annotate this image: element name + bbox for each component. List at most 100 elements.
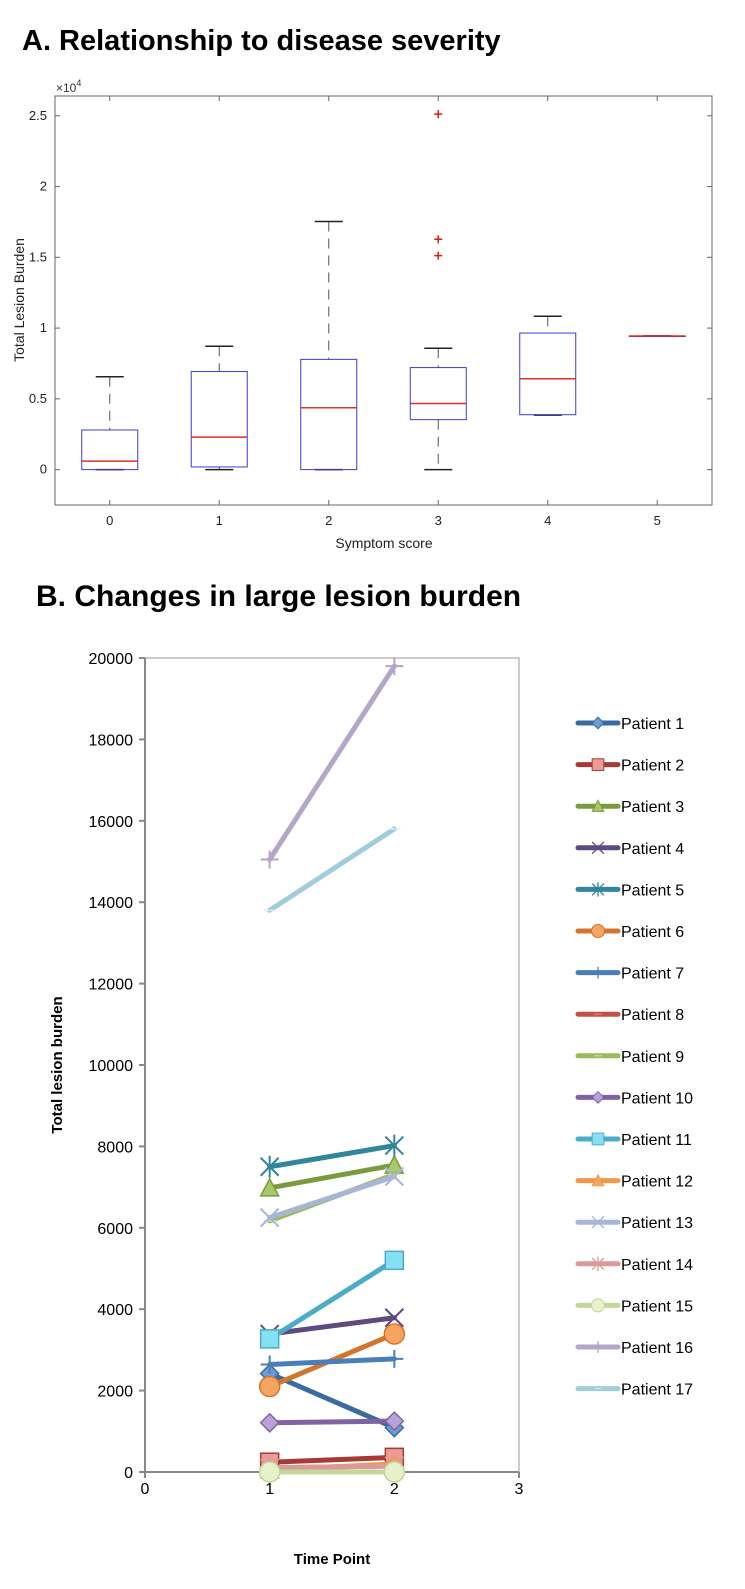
series-line: [267, 1418, 397, 1426]
y-tick-label: 18000: [89, 732, 134, 749]
y-tick-label: 4000: [97, 1302, 133, 1319]
circle-marker: [591, 1298, 605, 1313]
series-patient-6: [258, 1323, 406, 1398]
x-marker: [259, 1324, 280, 1344]
series-patient-12: [259, 1453, 405, 1479]
x-tick-label: 0: [141, 1481, 150, 1498]
legend-entry: Patient 2: [575, 758, 684, 775]
diamond-marker: [591, 716, 605, 730]
box: [300, 358, 358, 471]
box: [81, 429, 139, 471]
plus-marker: [592, 966, 604, 979]
legend-label: Patient 10: [621, 1090, 693, 1107]
y-tick-label: 8000: [97, 1139, 133, 1156]
series-patient-9: [263, 1171, 401, 1224]
series-line: [267, 1463, 397, 1471]
series-patient-7: [260, 1349, 404, 1374]
series-patient-8: [263, 1463, 401, 1471]
outlier-point: [434, 235, 443, 244]
plot-frame: [145, 657, 520, 1472]
triangle-marker: [591, 1173, 605, 1187]
panel-b-title: B. Changes in large lesion burden: [36, 580, 522, 613]
box: [519, 332, 577, 416]
diamond-marker: [384, 1411, 405, 1432]
series-line: [267, 1174, 397, 1221]
series-line: [267, 1331, 397, 1390]
x-tick-label: 5: [654, 513, 661, 528]
series-patient-14: [259, 1454, 405, 1479]
x-axis-label: Time Point: [294, 1551, 370, 1568]
triangle-marker: [384, 1453, 405, 1473]
x-tick-label: 2: [390, 1481, 399, 1498]
y-tick-label: 1.5: [29, 249, 47, 264]
series-patient-11: [259, 1250, 405, 1349]
circle-marker: [258, 1375, 281, 1398]
diamond-marker: [591, 1090, 605, 1104]
legend-label: Patient 4: [621, 841, 684, 858]
y-tick-label: 12000: [89, 977, 134, 994]
square-marker: [384, 1447, 405, 1468]
y-tick-label: 0.5: [29, 391, 47, 406]
series-patient-10: [259, 1411, 405, 1433]
y-tick-label: 20000: [89, 651, 134, 668]
series-patient-13: [259, 1166, 405, 1228]
plus-marker: [260, 1355, 279, 1374]
series-line: [267, 1257, 397, 1342]
legend-label: Patient 14: [621, 1257, 693, 1274]
series-patient-1: [259, 1363, 405, 1438]
square-marker: [259, 1452, 280, 1472]
legend-entry: Patient 4: [575, 841, 684, 858]
legend-label: Patient 8: [621, 1007, 684, 1024]
x-marker: [384, 1308, 405, 1328]
square-marker: [259, 1329, 280, 1349]
legend-label: Patient 12: [621, 1174, 693, 1191]
plus-marker: [592, 1341, 604, 1353]
star-marker: [259, 1456, 280, 1479]
x-marker: [259, 1207, 280, 1228]
box-plot: ×104 Total Lesion Burden Symptom score 0…: [11, 78, 713, 551]
outlier-point: [434, 251, 443, 260]
outlier-point: [434, 110, 443, 119]
x-tick-label: 2: [325, 513, 332, 528]
x-tick-label: 3: [435, 513, 442, 528]
star-marker: [591, 882, 605, 897]
y-multiplier-label: ×104: [56, 78, 81, 95]
diamond-marker: [384, 1417, 405, 1438]
legend-label: Patient 15: [621, 1298, 693, 1315]
legend-entry: Patient 9: [575, 1049, 684, 1066]
series-patient-4: [259, 1308, 405, 1344]
x-marker: [384, 1166, 405, 1187]
legend-entry: Patient 7: [575, 966, 684, 983]
legend-entry: Patient 1: [575, 716, 684, 733]
legend-entry: Patient 8: [575, 1007, 684, 1024]
x-marker: [591, 841, 605, 855]
legend-entry: Patient 5: [575, 882, 684, 899]
star-marker: [384, 1454, 405, 1477]
circle-marker: [383, 1461, 406, 1483]
x-tick-label: 4: [544, 513, 551, 528]
series-line: [267, 826, 397, 913]
legend-label: Patient 1: [621, 716, 684, 733]
box: [190, 371, 248, 468]
legend-entry: Patient 17: [575, 1382, 693, 1399]
series-line: [267, 1371, 397, 1431]
y-tick-label: 2000: [97, 1384, 133, 1401]
star-marker: [259, 1155, 280, 1178]
legend-label: Patient 6: [621, 924, 684, 941]
triangle-marker: [591, 799, 605, 812]
square-marker: [384, 1250, 405, 1271]
series-line: [267, 1463, 397, 1471]
plus-marker: [260, 850, 279, 869]
legend-label: Patient 17: [621, 1382, 693, 1399]
series-line: [267, 1315, 397, 1337]
y-tick-label: 2: [40, 179, 47, 194]
y-tick-label: 0: [124, 1465, 133, 1482]
series-patient-2: [259, 1447, 405, 1472]
x-axis-label: Symptom score: [335, 535, 432, 551]
series-patient-3: [259, 1154, 405, 1197]
legend-entry: Patient 6: [575, 924, 684, 941]
series-line: [267, 1461, 397, 1473]
legend-label: Patient 3: [621, 799, 684, 816]
x-marker: [591, 1215, 605, 1229]
series-line: [267, 1171, 397, 1224]
